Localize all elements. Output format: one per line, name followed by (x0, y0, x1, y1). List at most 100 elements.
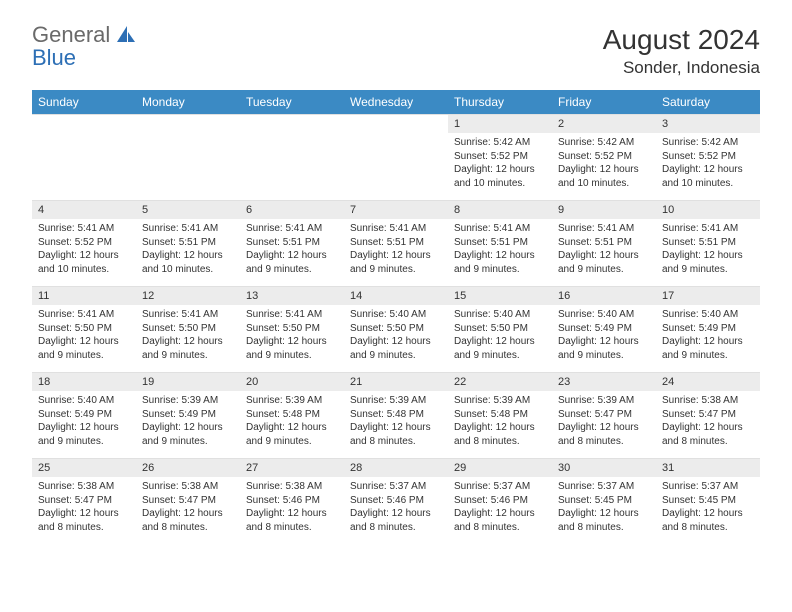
day-details: Sunrise: 5:41 AMSunset: 5:52 PMDaylight:… (32, 219, 136, 282)
day-cell: 24Sunrise: 5:38 AMSunset: 5:47 PMDayligh… (656, 372, 760, 458)
weekday-header: Monday (136, 90, 240, 114)
day-details: Sunrise: 5:38 AMSunset: 5:47 PMDaylight:… (136, 477, 240, 540)
day-cell: 20Sunrise: 5:39 AMSunset: 5:48 PMDayligh… (240, 372, 344, 458)
day-number: 28 (344, 459, 448, 477)
day-number: 19 (136, 373, 240, 391)
day-details: Sunrise: 5:42 AMSunset: 5:52 PMDaylight:… (552, 133, 656, 196)
day-number: 11 (32, 287, 136, 305)
day-cell: 11Sunrise: 5:41 AMSunset: 5:50 PMDayligh… (32, 286, 136, 372)
day-number: 3 (656, 115, 760, 133)
day-number: 15 (448, 287, 552, 305)
day-cell: 10Sunrise: 5:41 AMSunset: 5:51 PMDayligh… (656, 200, 760, 286)
empty-cell (240, 114, 344, 200)
day-cell: 22Sunrise: 5:39 AMSunset: 5:48 PMDayligh… (448, 372, 552, 458)
day-number: 20 (240, 373, 344, 391)
weekday-header: Sunday (32, 90, 136, 114)
weekday-header: Tuesday (240, 90, 344, 114)
day-details: Sunrise: 5:40 AMSunset: 5:49 PMDaylight:… (656, 305, 760, 368)
day-cell: 2Sunrise: 5:42 AMSunset: 5:52 PMDaylight… (552, 114, 656, 200)
day-cell: 16Sunrise: 5:40 AMSunset: 5:49 PMDayligh… (552, 286, 656, 372)
day-details: Sunrise: 5:39 AMSunset: 5:48 PMDaylight:… (344, 391, 448, 454)
day-details: Sunrise: 5:41 AMSunset: 5:51 PMDaylight:… (136, 219, 240, 282)
empty-cell (32, 114, 136, 200)
empty-cell (344, 114, 448, 200)
day-cell: 23Sunrise: 5:39 AMSunset: 5:47 PMDayligh… (552, 372, 656, 458)
day-number: 17 (656, 287, 760, 305)
day-details: Sunrise: 5:41 AMSunset: 5:51 PMDaylight:… (552, 219, 656, 282)
calendar: SundayMondayTuesdayWednesdayThursdayFrid… (32, 90, 760, 544)
day-details: Sunrise: 5:39 AMSunset: 5:48 PMDaylight:… (448, 391, 552, 454)
day-details: Sunrise: 5:38 AMSunset: 5:47 PMDaylight:… (656, 391, 760, 454)
day-number: 30 (552, 459, 656, 477)
weekday-header-row: SundayMondayTuesdayWednesdayThursdayFrid… (32, 90, 760, 114)
day-number: 13 (240, 287, 344, 305)
page-header: General Blue August 2024 Sonder, Indones… (32, 24, 760, 78)
day-number: 2 (552, 115, 656, 133)
day-number: 23 (552, 373, 656, 391)
day-number: 22 (448, 373, 552, 391)
day-details: Sunrise: 5:39 AMSunset: 5:47 PMDaylight:… (552, 391, 656, 454)
month-title: August 2024 (603, 24, 760, 56)
day-details: Sunrise: 5:42 AMSunset: 5:52 PMDaylight:… (448, 133, 552, 196)
day-cell: 18Sunrise: 5:40 AMSunset: 5:49 PMDayligh… (32, 372, 136, 458)
day-cell: 5Sunrise: 5:41 AMSunset: 5:51 PMDaylight… (136, 200, 240, 286)
day-details: Sunrise: 5:41 AMSunset: 5:51 PMDaylight:… (656, 219, 760, 282)
sail-icon (117, 26, 135, 42)
day-cell: 31Sunrise: 5:37 AMSunset: 5:45 PMDayligh… (656, 458, 760, 544)
calendar-page: General Blue August 2024 Sonder, Indones… (0, 0, 792, 568)
day-cell: 27Sunrise: 5:38 AMSunset: 5:46 PMDayligh… (240, 458, 344, 544)
day-cell: 6Sunrise: 5:41 AMSunset: 5:51 PMDaylight… (240, 200, 344, 286)
day-details: Sunrise: 5:39 AMSunset: 5:49 PMDaylight:… (136, 391, 240, 454)
day-number: 25 (32, 459, 136, 477)
day-cell: 29Sunrise: 5:37 AMSunset: 5:46 PMDayligh… (448, 458, 552, 544)
day-number: 1 (448, 115, 552, 133)
day-number: 16 (552, 287, 656, 305)
day-number: 5 (136, 201, 240, 219)
day-cell: 12Sunrise: 5:41 AMSunset: 5:50 PMDayligh… (136, 286, 240, 372)
day-details: Sunrise: 5:38 AMSunset: 5:47 PMDaylight:… (32, 477, 136, 540)
empty-cell (136, 114, 240, 200)
day-number: 10 (656, 201, 760, 219)
day-details: Sunrise: 5:37 AMSunset: 5:45 PMDaylight:… (552, 477, 656, 540)
day-number: 29 (448, 459, 552, 477)
day-number: 31 (656, 459, 760, 477)
logo-word-general: General (32, 22, 110, 47)
day-cell: 1Sunrise: 5:42 AMSunset: 5:52 PMDaylight… (448, 114, 552, 200)
day-number: 26 (136, 459, 240, 477)
day-cell: 4Sunrise: 5:41 AMSunset: 5:52 PMDaylight… (32, 200, 136, 286)
day-number: 6 (240, 201, 344, 219)
day-details: Sunrise: 5:41 AMSunset: 5:50 PMDaylight:… (32, 305, 136, 368)
day-details: Sunrise: 5:42 AMSunset: 5:52 PMDaylight:… (656, 133, 760, 196)
day-cell: 9Sunrise: 5:41 AMSunset: 5:51 PMDaylight… (552, 200, 656, 286)
day-details: Sunrise: 5:41 AMSunset: 5:50 PMDaylight:… (240, 305, 344, 368)
calendar-body: 1Sunrise: 5:42 AMSunset: 5:52 PMDaylight… (32, 114, 760, 544)
day-number: 24 (656, 373, 760, 391)
day-number: 8 (448, 201, 552, 219)
day-cell: 17Sunrise: 5:40 AMSunset: 5:49 PMDayligh… (656, 286, 760, 372)
logo-word-blue: Blue (32, 45, 76, 70)
day-number: 18 (32, 373, 136, 391)
day-number: 14 (344, 287, 448, 305)
day-cell: 26Sunrise: 5:38 AMSunset: 5:47 PMDayligh… (136, 458, 240, 544)
day-cell: 30Sunrise: 5:37 AMSunset: 5:45 PMDayligh… (552, 458, 656, 544)
weekday-header: Wednesday (344, 90, 448, 114)
day-number: 27 (240, 459, 344, 477)
day-details: Sunrise: 5:40 AMSunset: 5:49 PMDaylight:… (552, 305, 656, 368)
day-details: Sunrise: 5:40 AMSunset: 5:50 PMDaylight:… (448, 305, 552, 368)
day-details: Sunrise: 5:37 AMSunset: 5:45 PMDaylight:… (656, 477, 760, 540)
day-cell: 25Sunrise: 5:38 AMSunset: 5:47 PMDayligh… (32, 458, 136, 544)
day-number: 4 (32, 201, 136, 219)
day-details: Sunrise: 5:41 AMSunset: 5:51 PMDaylight:… (344, 219, 448, 282)
day-details: Sunrise: 5:40 AMSunset: 5:50 PMDaylight:… (344, 305, 448, 368)
day-cell: 3Sunrise: 5:42 AMSunset: 5:52 PMDaylight… (656, 114, 760, 200)
day-cell: 15Sunrise: 5:40 AMSunset: 5:50 PMDayligh… (448, 286, 552, 372)
day-details: Sunrise: 5:41 AMSunset: 5:51 PMDaylight:… (448, 219, 552, 282)
day-details: Sunrise: 5:37 AMSunset: 5:46 PMDaylight:… (448, 477, 552, 540)
title-block: August 2024 Sonder, Indonesia (603, 24, 760, 78)
day-details: Sunrise: 5:37 AMSunset: 5:46 PMDaylight:… (344, 477, 448, 540)
day-details: Sunrise: 5:39 AMSunset: 5:48 PMDaylight:… (240, 391, 344, 454)
day-number: 9 (552, 201, 656, 219)
weekday-header: Thursday (448, 90, 552, 114)
day-cell: 28Sunrise: 5:37 AMSunset: 5:46 PMDayligh… (344, 458, 448, 544)
day-cell: 13Sunrise: 5:41 AMSunset: 5:50 PMDayligh… (240, 286, 344, 372)
